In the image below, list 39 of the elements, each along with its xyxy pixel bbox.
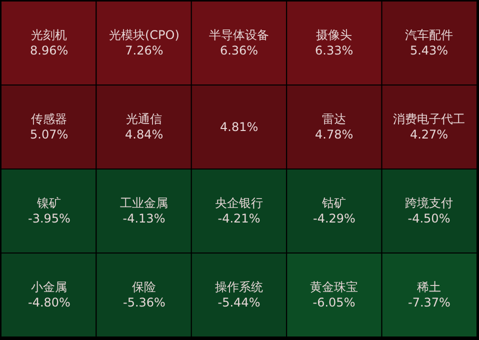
category-label: 半导体设备 <box>209 28 269 42</box>
category-label: 央企银行 <box>215 196 263 210</box>
data-label: 6.33% <box>315 44 354 58</box>
data-label: -4.13% <box>122 212 166 226</box>
data-label: -4.29% <box>313 212 356 226</box>
category-label: 保险 <box>132 280 156 294</box>
category-label: 钴矿 <box>321 196 346 210</box>
category-label: 消费电子代工 <box>393 112 465 126</box>
category-label: 稀土 <box>417 280 442 294</box>
data-label: -7.37% <box>408 296 450 310</box>
data-label: -5.44% <box>218 296 260 310</box>
data-label: -4.50% <box>408 212 450 226</box>
data-label: -5.36% <box>123 296 166 310</box>
data-label: 6.36% <box>220 44 258 58</box>
category-label: 光通信 <box>126 112 162 126</box>
category-label: 操作系统 <box>215 280 263 294</box>
category-label: 镍矿 <box>36 196 62 210</box>
data-label: 5.07% <box>30 128 68 142</box>
data-label: -4.21% <box>218 212 260 226</box>
category-label: 汽车配件 <box>405 28 453 42</box>
data-label: 7.26% <box>125 44 164 58</box>
data-label: 4.27% <box>410 128 448 142</box>
data-label: -4.80% <box>28 296 70 310</box>
category-label: 跨境支付 <box>405 196 453 210</box>
data-label: -6.05% <box>312 296 356 310</box>
category-label: 小金属 <box>31 280 68 294</box>
category-label: 摄像头 <box>316 28 352 42</box>
category-label: 传感器 <box>31 112 68 126</box>
category-label: 雷达 <box>322 112 346 126</box>
data-label: 4.78% <box>315 128 354 142</box>
data-label: -3.95% <box>28 212 70 226</box>
category-label: 光模块(CPO) <box>109 28 180 42</box>
category-label: 光刻机 <box>31 28 68 42</box>
data-label: 4.81% <box>220 120 258 134</box>
data-label: 4.84% <box>125 128 164 142</box>
data-label: 8.96% <box>30 44 68 58</box>
category-label: 黄金珠宝 <box>310 280 358 294</box>
data-label: 5.43% <box>410 44 448 58</box>
category-label: 工业金属 <box>120 196 168 210</box>
